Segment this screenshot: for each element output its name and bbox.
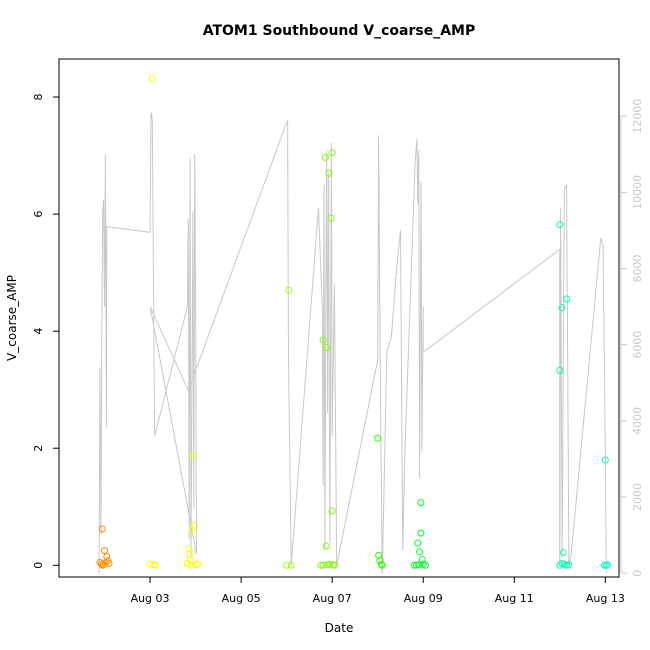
data-point	[558, 560, 566, 568]
data-point	[317, 561, 325, 569]
y2-tick-label: 12000	[631, 99, 644, 134]
data-point	[325, 169, 333, 177]
y2-tick-label: 10000	[631, 175, 644, 210]
data-point	[377, 560, 385, 568]
data-point	[422, 561, 430, 569]
data-point	[285, 286, 293, 294]
data-point	[556, 366, 564, 374]
data-point	[103, 553, 111, 561]
data-point	[604, 561, 612, 569]
x-axis: Aug 03 Aug 05 Aug 07 Aug 09 Aug 11 Aug 13	[131, 577, 625, 605]
data-point	[189, 452, 197, 460]
data-point	[329, 561, 337, 569]
data-point	[105, 560, 113, 568]
y-axis: 0 2 4 6 8	[32, 94, 59, 569]
data-point	[415, 561, 423, 569]
data-point	[378, 561, 386, 569]
chart-title: ATOM1 Southbound V_coarse_AMP	[203, 23, 476, 39]
data-point	[98, 525, 106, 533]
data-point	[556, 561, 564, 569]
data-point	[601, 456, 609, 464]
x-tick-label: Aug 03	[131, 592, 170, 605]
x-tick-label: Aug 11	[495, 592, 534, 605]
y-tick-label: 4	[32, 328, 45, 335]
y2-tick-label: 0	[631, 570, 644, 577]
y2-tick-label: 8000	[631, 254, 644, 282]
y2-tick-label: 4000	[631, 407, 644, 435]
data-point	[374, 434, 382, 442]
data-point	[322, 542, 330, 550]
data-point	[328, 149, 336, 157]
x-tick-label: Aug 07	[313, 592, 352, 605]
data-point	[283, 561, 291, 569]
data-point	[410, 561, 418, 569]
secondary-line	[98, 112, 607, 574]
data-point	[600, 561, 608, 569]
data-point	[414, 539, 422, 547]
data-point	[417, 529, 425, 537]
y2-tick-label: 6000	[631, 331, 644, 359]
x-axis-label: Date	[325, 621, 354, 635]
data-point	[327, 214, 335, 222]
data-point	[563, 295, 571, 303]
y-axis-label: V_coarse_AMP	[5, 275, 19, 361]
plot-area	[58, 58, 620, 578]
y-tick-label: 8	[32, 94, 45, 101]
data-point	[191, 521, 199, 529]
data-point	[563, 561, 571, 569]
data-point	[558, 304, 566, 312]
data-point	[152, 561, 160, 569]
data-point	[321, 153, 329, 161]
series-layer	[96, 74, 612, 574]
data-point	[418, 555, 426, 563]
data-point	[319, 561, 327, 569]
secondary-y-axis: 0 2000 4000 6000 8000 10000 12000	[620, 99, 644, 577]
data-point	[556, 221, 564, 229]
data-point	[559, 548, 567, 556]
data-point	[101, 559, 109, 567]
data-point	[323, 344, 331, 352]
x-tick-label: Aug 13	[586, 592, 625, 605]
data-point	[319, 336, 327, 344]
x-tick-label: Aug 09	[404, 592, 443, 605]
data-point	[101, 547, 109, 555]
y-tick-label: 2	[32, 445, 45, 452]
data-point	[326, 560, 334, 568]
y2-tick-label: 2000	[631, 483, 644, 511]
x-tick-label: Aug 05	[222, 592, 261, 605]
data-point	[417, 499, 425, 507]
data-point	[185, 545, 193, 553]
data-point	[148, 74, 156, 82]
data-point	[328, 507, 336, 515]
data-point	[416, 548, 424, 556]
data-point	[183, 560, 191, 568]
data-point	[194, 560, 202, 568]
y-tick-label: 0	[32, 562, 45, 569]
data-point	[186, 555, 194, 563]
y-tick-label: 6	[32, 211, 45, 218]
data-point	[287, 561, 295, 569]
